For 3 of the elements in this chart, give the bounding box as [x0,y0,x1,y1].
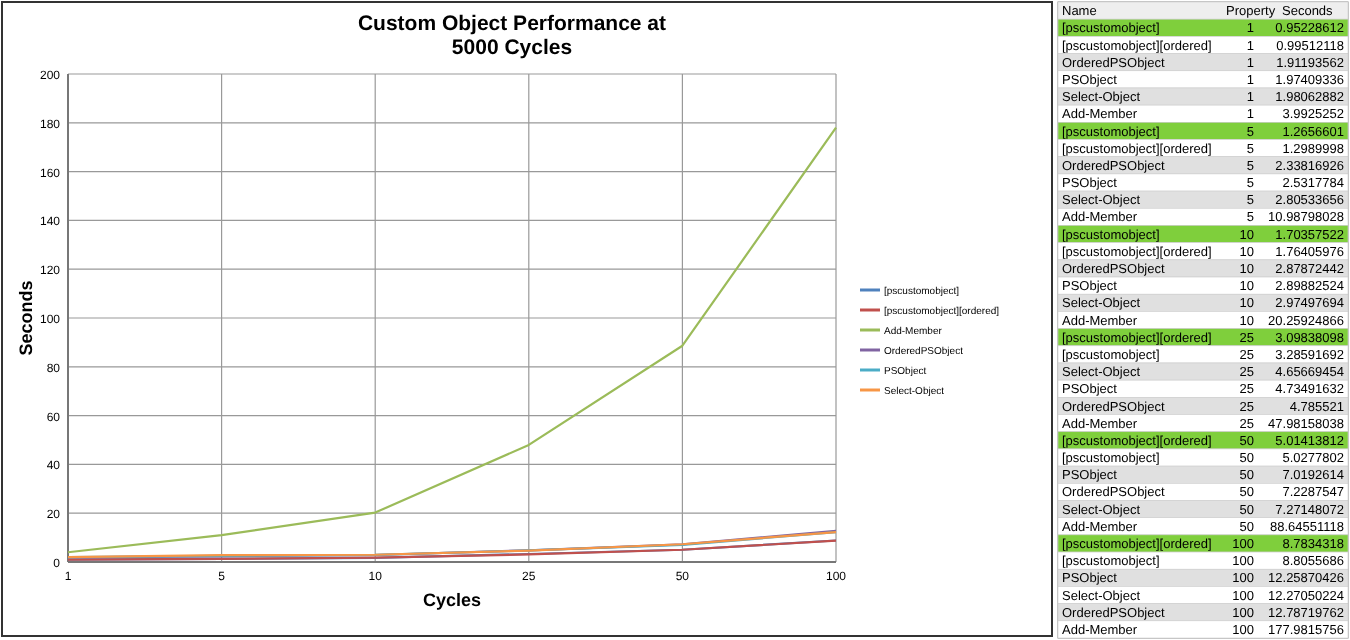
y-axis-title: Seconds [16,280,36,356]
chart-title: Custom Object Performance at 5000 Cycles [357,12,668,60]
x-axis-title: Cycles [422,590,482,610]
